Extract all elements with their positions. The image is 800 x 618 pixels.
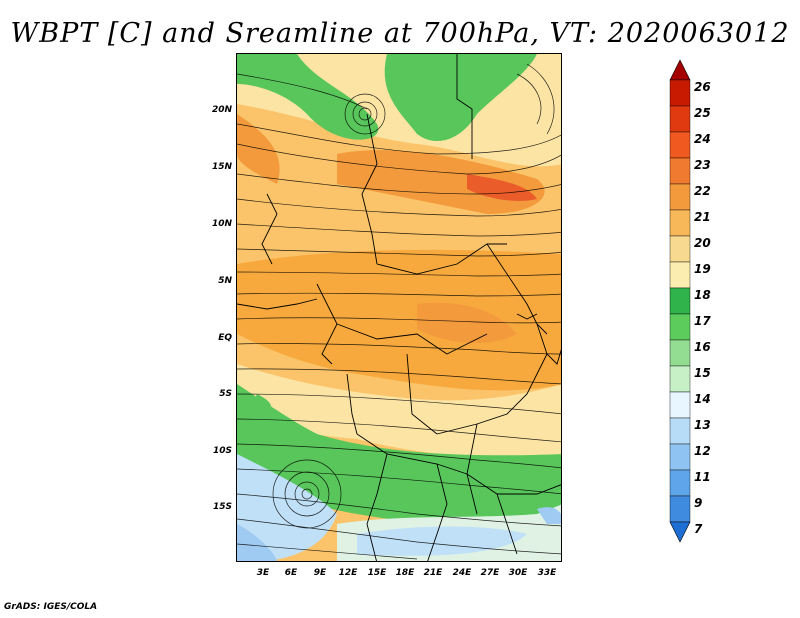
colorbar-segment xyxy=(669,365,691,393)
colorbar-label: 16 xyxy=(694,340,711,354)
lon-label: 24E xyxy=(452,568,472,578)
footer-credit: GrADS: IGES/COLA xyxy=(4,602,98,612)
lat-label: 5S xyxy=(219,389,232,399)
lon-label: 21E xyxy=(423,568,443,578)
colorbar-label: 15 xyxy=(694,366,711,380)
field-green-north xyxy=(384,54,537,142)
wbpt-map xyxy=(237,54,561,561)
colorbar xyxy=(669,59,691,543)
colorbar-segment xyxy=(669,417,691,445)
colorbar-segment xyxy=(669,313,691,341)
colorbar-segment xyxy=(669,261,691,289)
streamlines xyxy=(237,63,561,560)
colorbar-label: 22 xyxy=(694,184,711,198)
lon-label: 27E xyxy=(480,568,500,578)
colorbar-segment xyxy=(669,287,691,315)
lon-label: 18E xyxy=(395,568,415,578)
colorbar-label: 21 xyxy=(694,210,711,224)
colorbar-label: 25 xyxy=(694,106,711,120)
lat-label: 15S xyxy=(212,502,232,512)
lon-label: 9E xyxy=(313,568,327,578)
lon-label: 12E xyxy=(338,568,358,578)
lon-label: 6E xyxy=(284,568,298,578)
colorbar-label: 9 xyxy=(694,496,703,510)
lat-label: 10S xyxy=(212,446,232,456)
colorbar-label: 12 xyxy=(694,444,711,458)
colorbar-label: 14 xyxy=(694,392,711,406)
colorbar-label: 13 xyxy=(694,418,711,432)
lon-label: 30E xyxy=(508,568,528,578)
lat-label: 5N xyxy=(218,276,232,286)
colorbar-segment xyxy=(669,183,691,211)
field-blue-sw xyxy=(237,454,337,561)
lon-label: 15E xyxy=(367,568,387,578)
field-orange-central xyxy=(237,249,561,391)
lat-label: 15N xyxy=(211,162,232,172)
colorbar-label: 7 xyxy=(694,522,703,536)
colorbar-bottom-arrow xyxy=(669,521,691,543)
lat-label: 20N xyxy=(211,105,232,115)
colorbar-segment xyxy=(669,209,691,237)
colorbar-segment xyxy=(669,495,691,523)
colorbar-segment xyxy=(669,157,691,185)
chart-title: WBPT [C] and Sreamline at 700hPa, VT: 20… xyxy=(10,18,790,49)
colorbar-label: 11 xyxy=(694,470,711,484)
colorbar-segment xyxy=(669,105,691,133)
country-borders xyxy=(237,54,561,561)
colorbar-label: 26 xyxy=(694,80,711,94)
map-panel xyxy=(236,53,562,562)
colorbar-top-arrow xyxy=(669,59,691,81)
colorbar-segment xyxy=(669,391,691,419)
colorbar-segment xyxy=(669,235,691,263)
colorbar-segment xyxy=(669,469,691,497)
colorbar-label: 17 xyxy=(694,314,711,328)
colorbar-segments xyxy=(669,59,691,543)
lat-label: 10N xyxy=(211,219,232,229)
lat-label: EQ xyxy=(218,333,232,343)
field-orange-band xyxy=(337,150,545,214)
colorbar-segment xyxy=(669,443,691,471)
colorbar-label: 20 xyxy=(694,236,711,250)
colorbar-label: 19 xyxy=(694,262,711,276)
colorbar-segment xyxy=(669,79,691,107)
colorbar-label: 18 xyxy=(694,288,711,302)
colorbar-label: 23 xyxy=(694,158,711,172)
colorbar-segment xyxy=(669,339,691,367)
field-green-nw xyxy=(237,54,379,140)
colorbar-segment xyxy=(669,131,691,159)
colorbar-label: 24 xyxy=(694,132,711,146)
lon-label: 3E xyxy=(256,568,270,578)
lon-label: 33E xyxy=(537,568,557,578)
